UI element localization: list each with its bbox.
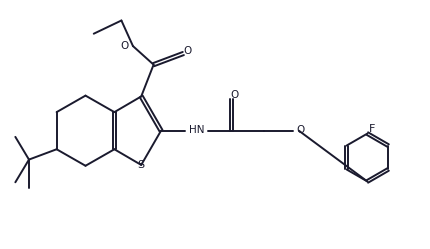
Text: F: F	[368, 124, 375, 134]
Text: O: O	[120, 41, 129, 51]
Text: O: O	[296, 125, 304, 135]
Text: S: S	[137, 160, 144, 170]
Text: O: O	[230, 90, 238, 100]
Text: HN: HN	[189, 125, 204, 135]
Text: O: O	[183, 47, 191, 57]
